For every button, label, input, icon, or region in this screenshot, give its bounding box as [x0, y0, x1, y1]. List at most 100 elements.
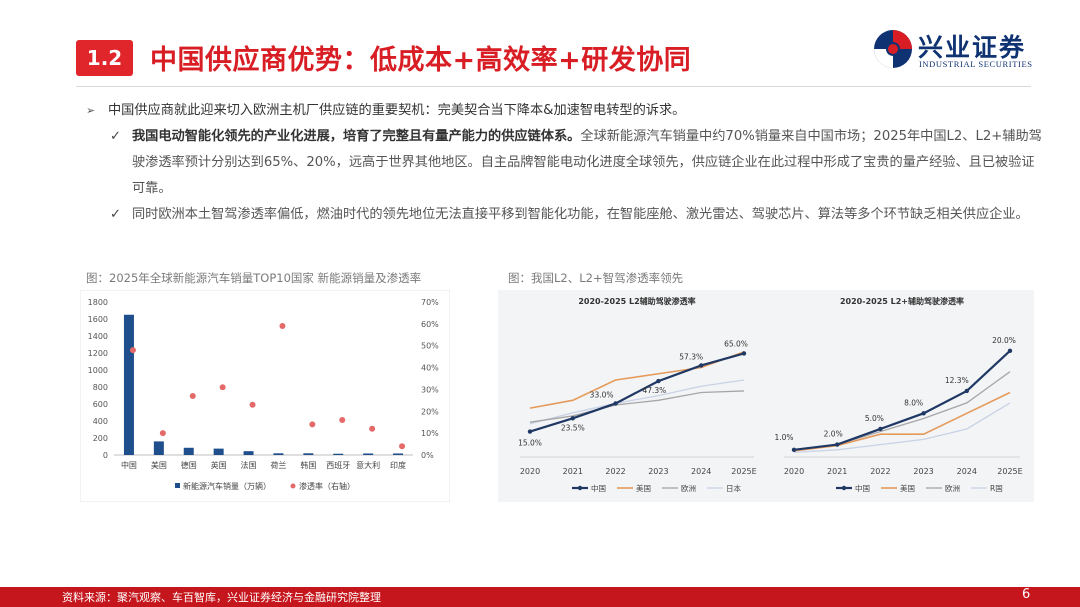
l2-penetration-charts: 2020-2025 L2辅助驾驶渗透率 2020 2021 2022 2023 2024 2… [498, 290, 1034, 502]
y2-tick-label: 0% [421, 451, 434, 460]
y-tick-label: 0 [103, 451, 108, 460]
page-number: 6 [1022, 587, 1031, 602]
dot-penetration [279, 323, 286, 330]
x-tick-label: 西班牙 [326, 460, 350, 470]
dot-penetration [369, 425, 376, 432]
data-label: 57.3% [679, 352, 703, 361]
legend-label: 美国 [636, 483, 651, 493]
bar-sales [213, 448, 224, 455]
left-chart-caption: 图：2025年全球新能源汽车销量TOP10国家 新能源销量及渗透率 [86, 271, 422, 285]
right-chart-caption: 图：我国L2、L2+智驾渗透率领先 [508, 271, 684, 285]
data-label: 23.5% [561, 423, 585, 432]
x-tick-label: 2024 [691, 467, 711, 476]
x-tick-label: 2025E [997, 467, 1022, 476]
bullet-sub-2-text: 同时欧洲本土智驾渗透率偏低，燃油时代的领先地位无法直接平移到智能化功能，在智能座… [132, 207, 1029, 222]
logo-english-name: INDUSTRIAL SECURITIES [919, 59, 1033, 69]
y-tick-label: 1000 [88, 366, 108, 375]
x-tick-label: 中国 [121, 460, 137, 470]
logo-icon [874, 30, 912, 68]
data-label: 12.3% [945, 376, 969, 385]
y-tick-label: 600 [93, 400, 108, 409]
y2-tick-label: 60% [421, 320, 439, 329]
section-number-badge: 1.2 [76, 40, 133, 76]
x-tick-label: 2021 [827, 467, 847, 476]
y-tick-label: 1200 [88, 349, 108, 358]
series-line-other [529, 379, 745, 425]
legend-label: 中国 [591, 483, 606, 493]
x-tick-label: 2021 [563, 467, 583, 476]
data-label: 65.0% [724, 339, 748, 348]
legend-dot-swatch [290, 483, 296, 489]
chart-title: 2020-2025 L2+辅助驾驶渗透率 [840, 296, 964, 306]
dot-penetration [219, 384, 226, 391]
china-point [570, 416, 575, 421]
check-icon: ✓ [110, 129, 122, 144]
x-tick-label: 法国 [241, 460, 257, 470]
x-tick-label: 德国 [181, 460, 197, 470]
bar-sales [183, 447, 194, 455]
legend-marker [841, 485, 847, 491]
x-tick-label: 意大利 [356, 460, 380, 470]
y-tick-label: 1800 [88, 298, 108, 307]
china-point [921, 411, 926, 416]
page-title: 中国供应商优势：低成本+高效率+研发协同 [150, 45, 692, 76]
china-point [835, 442, 840, 447]
bar-sales [243, 451, 254, 455]
arrow-bullet-icon: ➢ [86, 104, 96, 117]
dot-penetration [129, 347, 136, 354]
y2-tick-label: 40% [421, 364, 439, 373]
dot-penetration [399, 443, 406, 450]
series-line-other [793, 402, 1011, 454]
bar-sales [153, 441, 164, 455]
legend-label: 日本 [726, 483, 741, 493]
dot-penetration [159, 430, 166, 437]
series-line-china [529, 352, 745, 433]
x-tick-label: 印度 [390, 460, 406, 470]
chart-bg [79, 289, 451, 503]
bar-sales [303, 453, 314, 455]
legend-label: R国 [990, 484, 1003, 493]
dot-penetration [189, 392, 196, 399]
bullet-sub-2: ✓ 同时欧洲本土智驾渗透率偏低，燃油时代的领先地位无法直接平移到智能化功能，在智… [86, 202, 1046, 228]
bar-sales [273, 453, 284, 455]
china-point [1007, 348, 1013, 354]
legend-label: 中国 [855, 483, 870, 493]
bullet-sub-1: ✓ 我国电动智能化领先的产业化进展，培育了完整且有量产能力的供应链体系。全球新能… [86, 124, 1046, 202]
x-tick-label: 2022 [870, 467, 890, 476]
bar-sales [333, 453, 344, 455]
x-tick-label: 美国 [151, 460, 167, 470]
footer-bar: 资料来源：聚汽观察、车百智库，兴业证券经济与金融研究院整理 6 [0, 587, 1080, 607]
footer-source: 资料来源：聚汽观察、车百智库，兴业证券经济与金融研究院整理 [62, 591, 381, 604]
x-tick-label: 2023 [648, 467, 668, 476]
data-label: 47.3% [642, 386, 666, 395]
x-tick-label: 2023 [913, 467, 933, 476]
y-tick-label: 1600 [88, 315, 108, 324]
bar-sales [363, 453, 374, 455]
y-tick-label: 200 [93, 434, 108, 443]
y-tick-label: 400 [93, 417, 108, 426]
title-divider [76, 86, 1031, 87]
bullet-list: ➢ 中国供应商就此迎来切入欧洲主机厂供应链的重要契机：完美契合当下降本&加速智电… [86, 98, 1046, 228]
data-label: 5.0% [865, 414, 884, 423]
legend-label: 美国 [900, 483, 915, 493]
legend-bar-swatch [175, 483, 180, 488]
bullet-sub-1-text: 全球新能源汽车销量中约70%销量来自中国市场；2025年中国L2、L2+辅助驾驶… [132, 129, 1042, 196]
legend-bar-label: 新能源汽车销量（万辆） [183, 481, 271, 491]
series-line-other [529, 351, 745, 409]
x-tick-label: 2020 [520, 467, 540, 476]
data-label: 2.0% [824, 430, 843, 439]
bullet-main: ➢ 中国供应商就此迎来切入欧洲主机厂供应链的重要契机：完美契合当下降本&加速智电… [86, 98, 1046, 124]
data-label: 8.0% [904, 398, 923, 407]
china-point [699, 363, 704, 368]
legend-dot-label: 渗透率（右轴） [299, 481, 355, 491]
china-point [741, 351, 747, 356]
dot-penetration [309, 421, 316, 428]
bullet-main-text: 中国供应商就此迎来切入欧洲主机厂供应链的重要契机：完美契合当下降本&加速智电转型… [108, 103, 686, 118]
y2-tick-label: 70% [421, 298, 439, 307]
y2-tick-label: 20% [421, 407, 439, 416]
series-line-other [529, 390, 745, 423]
left-chart: 0 200 400 600 800 1000 1200 1400 1600 1800 0% 10% 20… [79, 289, 451, 506]
y-tick-label: 1400 [88, 332, 108, 341]
china-point [964, 388, 969, 394]
chart-panel-bg [498, 290, 1034, 502]
